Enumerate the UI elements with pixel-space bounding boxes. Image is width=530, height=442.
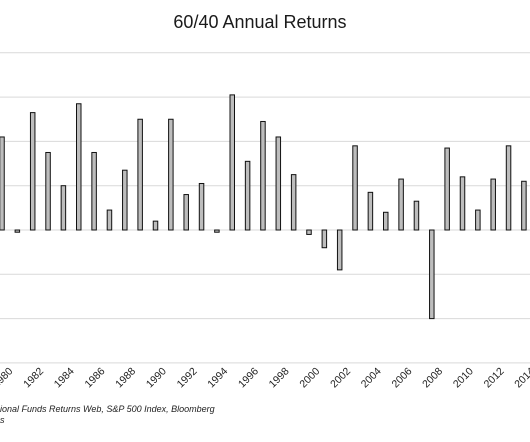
bar-2007 [413,200,420,231]
x-tick-label: 2000 [297,365,322,390]
bar-1989 [137,118,143,231]
x-tick-label: 1994 [205,365,230,390]
x-tick-label: 1984 [52,365,77,390]
bar-2005 [383,211,389,231]
bar-2013 [505,145,512,231]
x-tick-label: 1988 [113,365,138,390]
bar-1981 [14,229,21,233]
bars [0,94,527,320]
source-note-continued: s [0,415,5,425]
bar-2011 [475,209,481,231]
bar-1993 [198,182,205,231]
x-tick-label: 2004 [359,365,384,390]
x-tick-label: 1986 [82,365,107,390]
bar-1986 [91,151,97,231]
bar-1982 [29,112,36,231]
bar-2012 [490,178,496,231]
bar-1994 [214,229,220,233]
bar-2004 [367,191,374,231]
x-tick-label: 2012 [482,365,507,390]
bar-1985 [76,103,82,231]
bar-2003 [352,145,358,231]
x-tick-label: 2002 [328,365,353,390]
bar-1999 [290,174,297,231]
x-tick-label: 1998 [267,365,292,390]
x-tick-label: 1996 [236,365,261,390]
bar-1988 [122,169,128,231]
bar-2010 [459,176,466,231]
source-note: ional Funds Returns Web, S&P 500 Index, … [0,404,215,414]
bar-1991 [168,118,174,231]
bar-2014 [521,180,527,231]
bar-1990 [152,220,159,231]
x-tick-label: 1992 [175,365,200,390]
bar-1987 [106,209,113,231]
bar-1980 [0,136,5,231]
bar-1998 [275,136,282,231]
bar-1997 [260,120,266,231]
bar-2008 [429,229,435,320]
x-tick-label: 1990 [144,365,169,390]
bar-2001 [321,229,328,249]
bar-2002 [336,229,343,271]
x-tick-label: 1980 [0,365,15,390]
bar-1996 [244,160,251,231]
bar-1984 [60,185,67,231]
x-tick-label: 2006 [389,365,414,390]
x-tick-label: 1982 [21,365,46,390]
x-axis-ticks: 1980 1982 1984 1986 1988 1990 1992 1994 1996 1998… [0,365,530,390]
bar-2000 [306,229,312,235]
chart-title: 60/40 Annual Returns [173,12,346,32]
bar-1995 [229,94,235,231]
x-tick-label: 2014 [512,365,530,390]
bar-2006 [398,178,404,231]
x-tick-label: 2008 [420,365,445,390]
bar-1983 [45,151,51,231]
x-tick-label: 2010 [451,365,476,390]
bar-1992 [183,194,189,231]
bar-2009 [444,147,450,231]
